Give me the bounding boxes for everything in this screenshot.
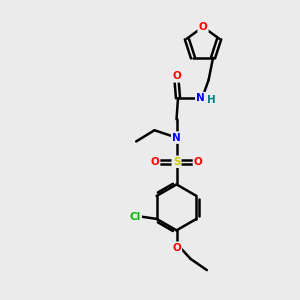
Text: N: N: [172, 133, 181, 142]
Text: S: S: [173, 157, 180, 167]
Text: O: O: [199, 22, 207, 32]
Text: Cl: Cl: [130, 212, 141, 221]
Text: N: N: [196, 93, 205, 103]
Text: O: O: [172, 243, 181, 253]
Text: O: O: [194, 157, 203, 167]
Text: O: O: [150, 157, 159, 167]
Text: H: H: [207, 94, 216, 105]
Text: O: O: [172, 71, 181, 81]
